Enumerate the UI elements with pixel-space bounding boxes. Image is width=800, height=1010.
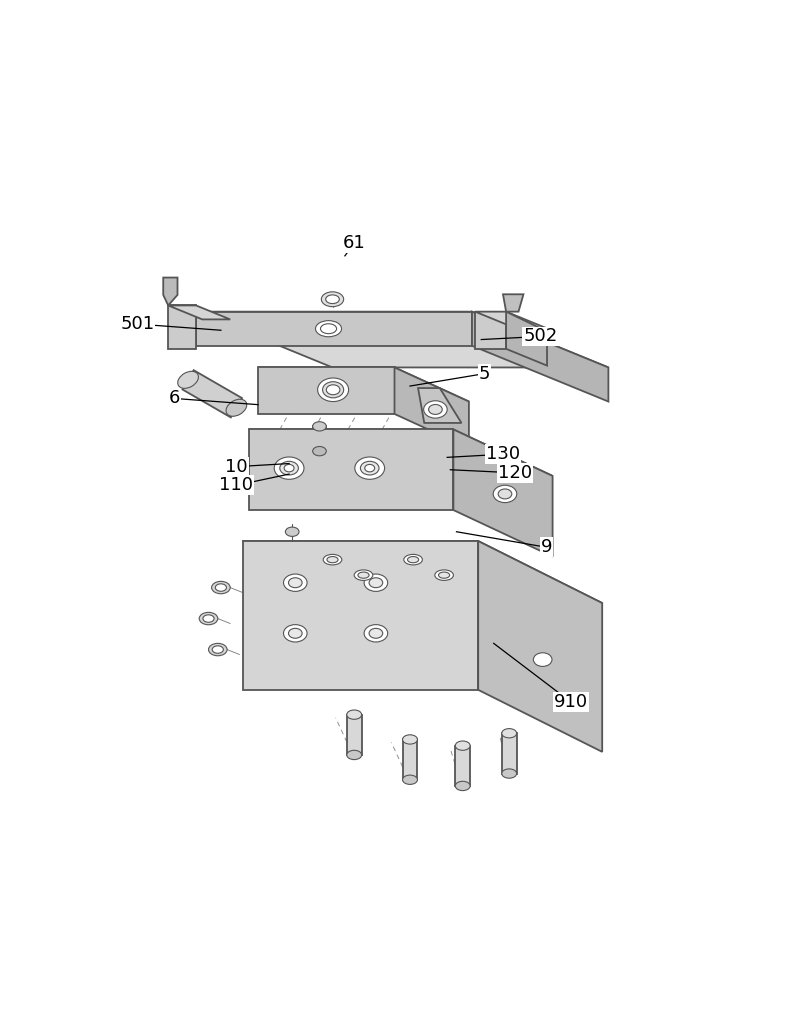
Ellipse shape [322,382,344,398]
Polygon shape [163,278,178,305]
Text: 9: 9 [541,538,552,557]
Text: 10: 10 [225,458,248,476]
Polygon shape [242,541,602,603]
Polygon shape [242,541,478,690]
Polygon shape [258,368,469,402]
Text: 5: 5 [478,365,490,383]
Ellipse shape [326,295,339,304]
Ellipse shape [360,462,379,475]
Polygon shape [313,426,326,451]
Ellipse shape [369,628,382,638]
Ellipse shape [438,572,450,579]
Polygon shape [503,294,523,312]
Ellipse shape [313,446,326,456]
Ellipse shape [315,320,342,336]
Ellipse shape [494,485,517,503]
Ellipse shape [407,557,418,563]
Ellipse shape [534,652,552,667]
Polygon shape [168,305,196,348]
Polygon shape [475,312,506,348]
Text: 120: 120 [498,464,533,482]
Ellipse shape [354,570,373,581]
Ellipse shape [286,527,299,536]
Ellipse shape [358,572,369,579]
Ellipse shape [364,624,388,642]
Polygon shape [502,733,517,774]
Ellipse shape [346,710,362,719]
Text: 110: 110 [219,477,254,494]
Polygon shape [196,312,608,368]
Polygon shape [454,429,553,557]
Ellipse shape [455,741,470,750]
Polygon shape [168,305,230,319]
Ellipse shape [355,457,385,480]
Ellipse shape [209,643,227,655]
Polygon shape [475,312,547,328]
Text: 501: 501 [120,315,154,333]
Ellipse shape [402,775,418,785]
Polygon shape [249,429,553,476]
Ellipse shape [289,628,302,638]
Ellipse shape [283,574,307,592]
Polygon shape [182,371,242,417]
Text: 6: 6 [169,390,180,407]
Ellipse shape [327,557,338,563]
Polygon shape [455,745,470,786]
Ellipse shape [402,735,418,744]
Ellipse shape [178,372,198,389]
Ellipse shape [274,457,304,480]
Ellipse shape [322,292,344,307]
Text: 502: 502 [523,327,558,345]
Polygon shape [346,715,362,754]
Polygon shape [258,368,394,414]
Text: 130: 130 [486,445,520,464]
Ellipse shape [323,554,342,565]
Ellipse shape [211,582,230,594]
Ellipse shape [435,570,454,581]
Ellipse shape [404,554,422,565]
Polygon shape [394,368,469,448]
Ellipse shape [226,399,246,416]
Polygon shape [472,312,608,402]
Ellipse shape [364,574,388,592]
Text: 61: 61 [343,234,366,252]
Ellipse shape [369,578,382,588]
Ellipse shape [502,769,517,778]
Ellipse shape [199,612,218,625]
Text: 910: 910 [554,693,588,711]
Ellipse shape [502,728,517,738]
Ellipse shape [215,584,226,591]
Ellipse shape [326,385,340,395]
Polygon shape [249,429,454,510]
Ellipse shape [283,624,307,642]
Ellipse shape [321,324,337,333]
Ellipse shape [313,422,326,431]
Ellipse shape [284,465,294,472]
Ellipse shape [280,462,298,475]
Ellipse shape [498,489,512,499]
Ellipse shape [429,404,442,414]
Ellipse shape [455,782,470,791]
Polygon shape [478,541,602,751]
Ellipse shape [318,378,349,402]
Ellipse shape [424,401,447,418]
Ellipse shape [203,615,214,622]
Polygon shape [196,312,472,345]
Polygon shape [418,388,462,423]
Polygon shape [402,739,418,780]
Ellipse shape [289,578,302,588]
Ellipse shape [365,465,374,472]
Ellipse shape [212,645,223,653]
Polygon shape [506,312,547,366]
Ellipse shape [346,750,362,760]
